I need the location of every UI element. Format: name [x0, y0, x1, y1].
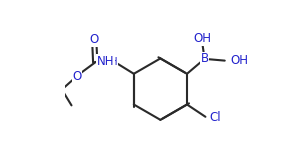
Text: OH: OH	[230, 54, 248, 67]
Text: B: B	[201, 52, 209, 65]
Text: NH: NH	[97, 55, 114, 68]
Text: OH: OH	[193, 32, 211, 45]
Text: O: O	[72, 70, 82, 83]
Text: O: O	[90, 33, 99, 46]
Text: Cl: Cl	[210, 111, 221, 124]
Text: H: H	[110, 56, 118, 67]
